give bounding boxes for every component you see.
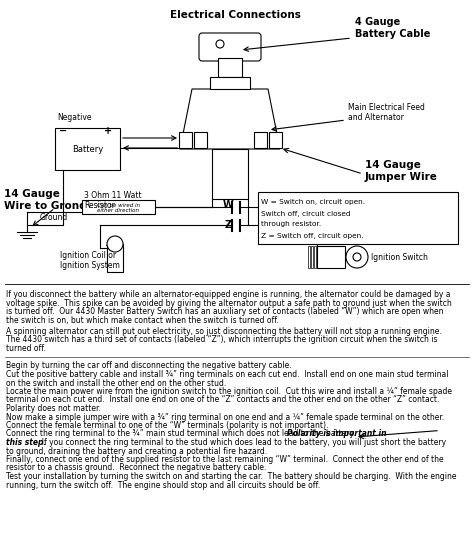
- Text: 14 Gauge: 14 Gauge: [4, 189, 60, 199]
- Bar: [258, 192, 458, 244]
- Text: Begin by turning the car off and disconnecting the negative battery cable.: Begin by turning the car off and disconn…: [6, 362, 292, 371]
- Text: Now make a simple jumper wire with a ¾” ring terminal on one end and a ¼” female: Now make a simple jumper wire with a ¾” …: [6, 413, 444, 422]
- Text: running, turn the switch off.  The engine should stop and all circuits should be: running, turn the switch off. The engine…: [6, 480, 320, 489]
- Text: Cut the positive battery cable and install ¾” ring terminals on each cut end.  I: Cut the positive battery cable and insta…: [6, 370, 448, 379]
- Text: Ignition Coil or: Ignition Coil or: [60, 250, 116, 259]
- Bar: [308, 246, 310, 268]
- Bar: [55, 128, 120, 170]
- Text: W = Switch on, circuit open.: W = Switch on, circuit open.: [261, 199, 365, 205]
- Bar: [212, 149, 248, 199]
- Bar: [194, 132, 207, 148]
- Circle shape: [216, 40, 224, 48]
- Text: Can be wired in
either direction: Can be wired in either direction: [97, 203, 140, 213]
- Text: Electrical Connections: Electrical Connections: [170, 10, 301, 20]
- Bar: [107, 244, 123, 272]
- Bar: [317, 246, 345, 268]
- Text: Battery Cable: Battery Cable: [355, 29, 430, 39]
- Bar: [210, 77, 250, 89]
- Text: If you disconnect the battery while an alternator-equipped engine is running, th: If you disconnect the battery while an a…: [6, 290, 450, 299]
- Text: −: −: [59, 126, 67, 136]
- Text: to ground, draining the battery and creating a potential fire hazard.: to ground, draining the battery and crea…: [6, 446, 267, 455]
- FancyBboxPatch shape: [199, 33, 261, 61]
- Circle shape: [353, 253, 361, 261]
- Text: Polarity does not matter.: Polarity does not matter.: [6, 404, 101, 413]
- Text: this step.: this step.: [6, 438, 46, 447]
- Text: Negative: Negative: [57, 114, 91, 123]
- Text: Z: Z: [224, 220, 232, 230]
- Text: 4 Gauge: 4 Gauge: [355, 17, 400, 27]
- Text: Resistor: Resistor: [84, 200, 115, 209]
- Text: and Alternator: and Alternator: [348, 114, 404, 123]
- Text: resistor to a chassis ground.  Reconnect the negative battery cable.: resistor to a chassis ground. Reconnect …: [6, 464, 266, 473]
- Text: Polarity is important in: Polarity is important in: [287, 430, 386, 438]
- Text: Finally, connect one end of the supplied resistor to the last remaining “W” term: Finally, connect one end of the supplied…: [6, 455, 444, 464]
- Text: −: −: [105, 241, 113, 251]
- Text: +: +: [104, 126, 112, 136]
- Text: is turned off.  Our 4430 Master Battery Switch has an auxiliary set of contacts : is turned off. Our 4430 Master Battery S…: [6, 307, 444, 316]
- Bar: [218, 58, 242, 77]
- Polygon shape: [180, 89, 280, 149]
- Text: Connect the female terminal to one of the “W” terminals (polarity is not importa: Connect the female terminal to one of th…: [6, 421, 328, 430]
- Text: Z = Switch off, circuit open.: Z = Switch off, circuit open.: [261, 233, 364, 239]
- Text: Switch off, circuit closed: Switch off, circuit closed: [261, 211, 350, 217]
- Bar: [269, 132, 282, 148]
- Text: Ignition System: Ignition System: [60, 260, 120, 269]
- Text: turned off.: turned off.: [6, 344, 46, 353]
- Bar: [254, 132, 267, 148]
- Text: If you connect the ring terminal to the stud which does lead to the battery, you: If you connect the ring terminal to the …: [37, 438, 447, 447]
- Text: A spinning alternator can still put out electricity, so just disconnecting the b: A spinning alternator can still put out …: [6, 327, 442, 336]
- Text: Ignition Switch: Ignition Switch: [371, 253, 428, 262]
- Text: Connect the ring terminal to the ¾” main stud terminal which does not lead to th: Connect the ring terminal to the ¾” main…: [6, 430, 360, 438]
- Text: the switch is on, but which make contact when the switch is turned off.: the switch is on, but which make contact…: [6, 315, 279, 324]
- Text: +: +: [116, 241, 124, 251]
- Bar: [314, 246, 316, 268]
- Circle shape: [346, 246, 368, 268]
- Bar: [82, 200, 155, 214]
- Text: through resistor.: through resistor.: [261, 221, 321, 227]
- Text: The 4430 switch has a third set of contacts (labeled “Z”), which interrupts the : The 4430 switch has a third set of conta…: [6, 335, 438, 344]
- Text: Wire to Grond: Wire to Grond: [4, 201, 87, 211]
- Text: Jumper Wire: Jumper Wire: [365, 172, 438, 182]
- Text: W: W: [223, 200, 233, 210]
- Text: 14 Gauge: 14 Gauge: [365, 160, 421, 170]
- Circle shape: [107, 236, 123, 252]
- Text: on the switch and install the other end on the other stud.: on the switch and install the other end …: [6, 379, 226, 388]
- Bar: [179, 132, 192, 148]
- Text: Locate the main power wire from the ignition switch to the ignition coil.  Cut t: Locate the main power wire from the igni…: [6, 387, 452, 396]
- Text: Ground: Ground: [40, 213, 68, 222]
- Text: Main Electrical Feed: Main Electrical Feed: [348, 104, 425, 113]
- Text: terminal on each cut end.  Install one end on one of the “Z” contacts and the ot: terminal on each cut end. Install one en…: [6, 395, 439, 404]
- Text: 3 Ohm 11 Watt: 3 Ohm 11 Watt: [84, 190, 142, 199]
- Text: Battery: Battery: [72, 144, 103, 153]
- Bar: [311, 246, 313, 268]
- Text: Test your installation by turning the switch on and starting the car.  The batte: Test your installation by turning the sw…: [6, 472, 456, 481]
- Text: voltage spike.  This spike can be avoided by giving the alternator output a safe: voltage spike. This spike can be avoided…: [6, 298, 452, 307]
